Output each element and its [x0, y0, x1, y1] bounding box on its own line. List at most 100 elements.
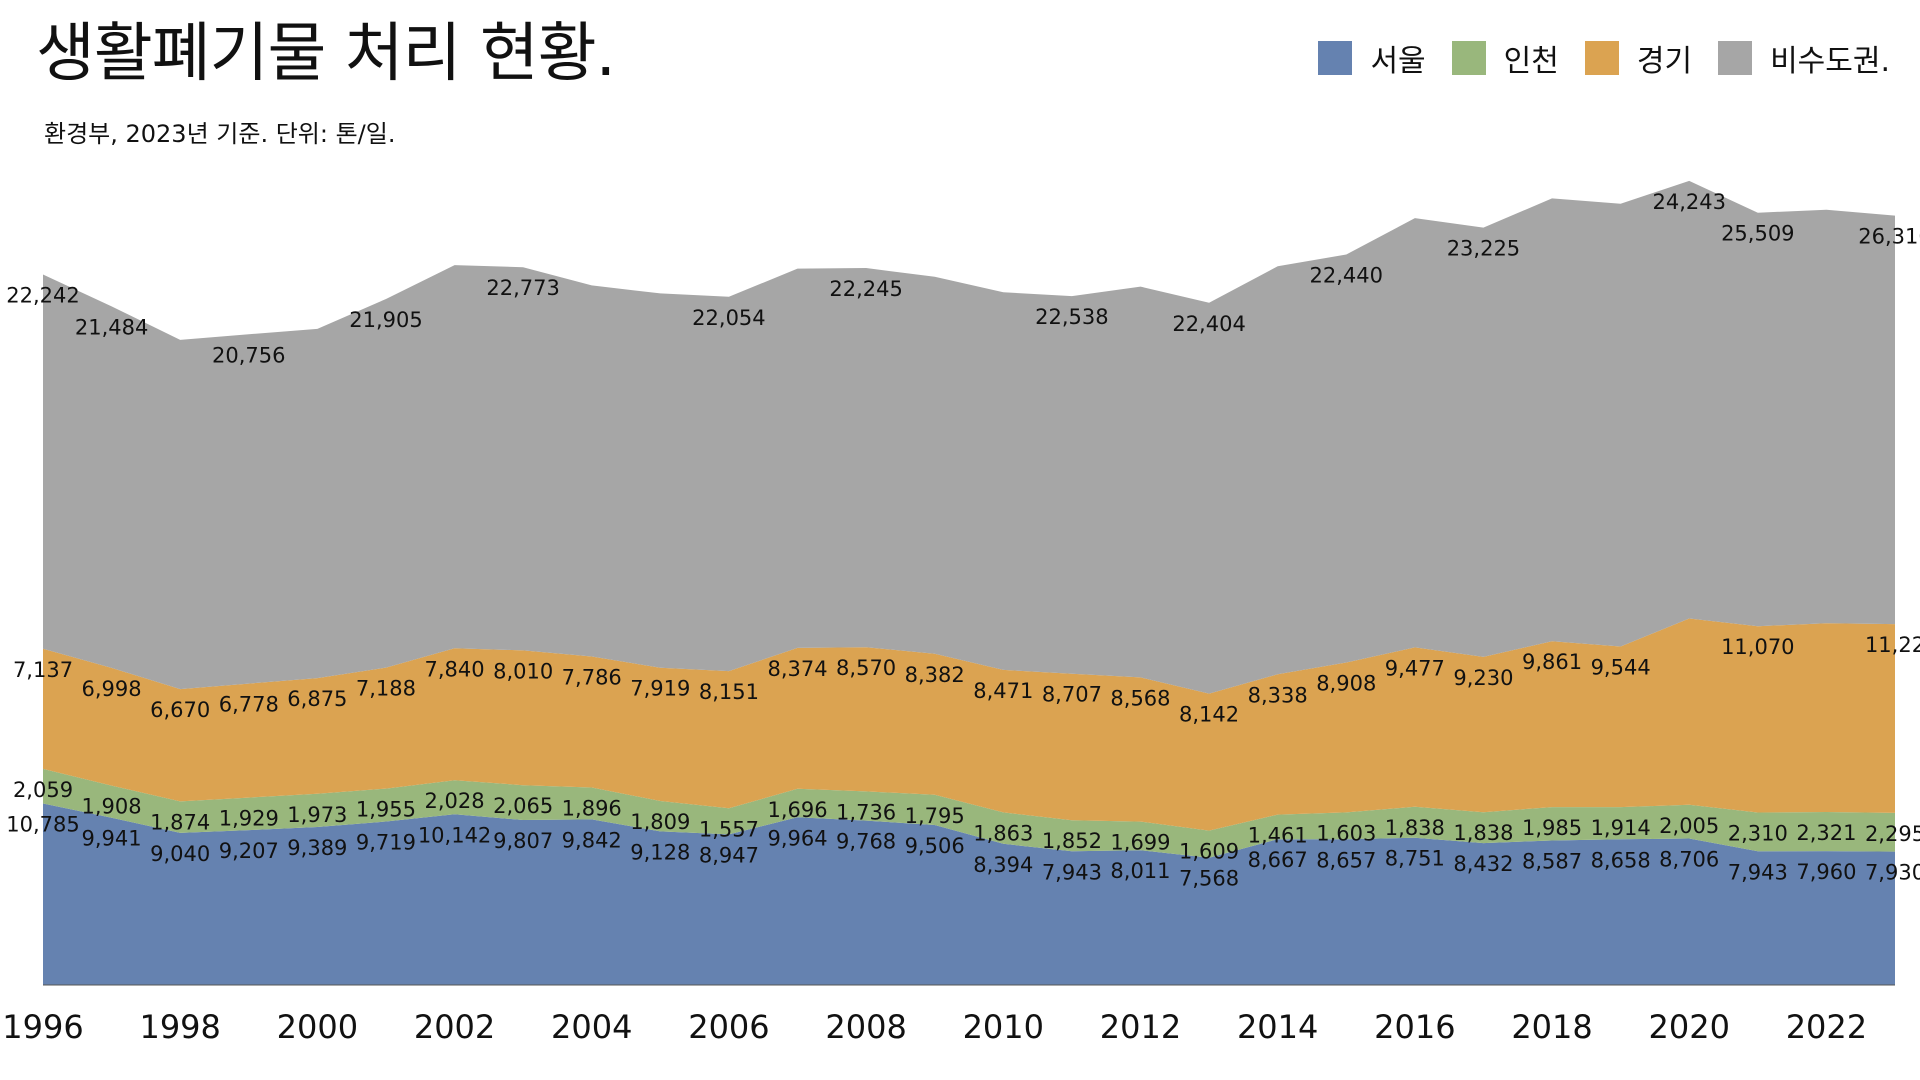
data-label: 2,005 — [1659, 814, 1719, 838]
data-label: 1,973 — [287, 803, 347, 827]
data-label: 1,908 — [82, 795, 142, 819]
data-label: 1,852 — [1042, 829, 1102, 853]
data-label: 8,908 — [1316, 672, 1376, 696]
data-label: 8,010 — [493, 659, 553, 683]
area-series-3 — [43, 180, 1895, 694]
data-label: 1,696 — [767, 798, 827, 822]
data-label: 10,142 — [418, 823, 491, 847]
data-label: 1,461 — [1248, 824, 1308, 848]
x-tick-label: 2006 — [688, 1008, 769, 1046]
data-label: 1,557 — [699, 817, 759, 841]
data-label: 1,914 — [1591, 816, 1651, 840]
data-label: 7,188 — [356, 677, 416, 701]
legend-swatch — [1318, 41, 1353, 75]
data-label: 8,394 — [973, 853, 1033, 877]
data-label: 21,484 — [75, 315, 148, 339]
chart-legend: 서울 인천 경기 비수도권. — [1318, 36, 1890, 80]
data-label: 26,316 — [1858, 225, 1920, 249]
data-label: 1,863 — [973, 821, 1033, 845]
data-label: 8,011 — [1110, 859, 1170, 883]
data-label: 2,295 — [1865, 822, 1920, 846]
data-label: 1,955 — [356, 798, 416, 822]
data-label: 8,947 — [699, 843, 759, 867]
data-label: 21,905 — [349, 308, 422, 332]
legend-item-2: 경기 — [1584, 36, 1693, 80]
data-label: 24,243 — [1652, 190, 1725, 214]
legend-label: 경기 — [1636, 44, 1693, 79]
data-label: 23,225 — [1447, 237, 1520, 261]
data-label: 22,773 — [486, 276, 559, 300]
data-label: 7,568 — [1179, 867, 1239, 891]
data-label: 8,570 — [836, 656, 896, 680]
data-label: 1,985 — [1522, 816, 1582, 840]
area-series-1 — [43, 768, 1895, 858]
data-label: 8,587 — [1522, 850, 1582, 874]
data-label: 7,786 — [562, 666, 622, 690]
data-label: 8,151 — [699, 680, 759, 704]
data-label: 9,128 — [630, 840, 690, 864]
data-label: 9,719 — [356, 831, 416, 855]
x-tick-label: 2018 — [1511, 1008, 1592, 1046]
data-label: 9,040 — [150, 842, 210, 866]
data-label: 7,943 — [1042, 860, 1102, 884]
data-label: 6,875 — [287, 687, 347, 711]
data-label: 1,809 — [630, 810, 690, 834]
data-label: 10,785 — [6, 813, 79, 837]
data-label: 2,310 — [1728, 822, 1788, 846]
data-label: 7,840 — [424, 657, 484, 681]
x-tick-label: 2016 — [1374, 1008, 1455, 1046]
data-label: 1,838 — [1453, 821, 1513, 845]
data-label: 6,670 — [150, 698, 210, 722]
data-label: 7,137 — [13, 658, 73, 682]
legend-item-0: 서울 — [1318, 36, 1426, 80]
data-label: 2,028 — [424, 789, 484, 813]
area-series-2 — [43, 618, 1895, 831]
data-label: 22,440 — [1310, 264, 1383, 288]
legend-label: 인천 — [1503, 44, 1559, 79]
data-label: 9,861 — [1522, 650, 1582, 674]
data-label: 11,22 — [1865, 633, 1920, 657]
data-label: 9,807 — [493, 829, 553, 853]
data-label: 9,477 — [1385, 656, 1445, 680]
data-label: 9,230 — [1453, 666, 1513, 690]
data-label: 8,667 — [1248, 848, 1308, 872]
data-label: 25,509 — [1721, 222, 1794, 246]
data-label: 8,432 — [1453, 852, 1513, 876]
data-label: 8,338 — [1248, 683, 1308, 707]
x-axis-ticks: 1996 1998 2000 2002 2004 2006 2008 2010 2012 2014… — [2, 1008, 1867, 1046]
data-label: 6,778 — [219, 693, 279, 717]
chart-title: 생활폐기물 처리 현황. — [36, 17, 616, 91]
data-label: 7,960 — [1796, 860, 1856, 884]
data-label: 8,657 — [1316, 848, 1376, 872]
data-label: 1,699 — [1110, 831, 1170, 855]
data-label: 9,389 — [287, 836, 347, 860]
data-label: 2,321 — [1796, 821, 1856, 845]
legend-swatch — [1584, 41, 1619, 75]
data-label: 7,919 — [630, 677, 690, 701]
legend-swatch — [1718, 41, 1753, 75]
data-label: 22,242 — [6, 284, 79, 308]
chart-subtitle: 환경부, 2023년 기준. 단위: 톤/일. — [44, 120, 396, 148]
data-label: 8,142 — [1179, 703, 1239, 727]
x-tick-label: 1996 — [2, 1008, 83, 1046]
data-label: 1,838 — [1385, 816, 1445, 840]
data-label: 20,756 — [212, 343, 285, 367]
data-label: 22,404 — [1172, 312, 1245, 336]
x-tick-label: 2020 — [1649, 1008, 1730, 1046]
data-label: 1,736 — [836, 800, 896, 824]
data-label: 1,896 — [562, 797, 622, 821]
x-tick-label: 2004 — [551, 1008, 632, 1046]
data-label: 1,874 — [150, 810, 210, 834]
data-label: 8,382 — [905, 663, 965, 687]
data-label: 6,998 — [82, 677, 142, 701]
data-label: 9,207 — [219, 839, 279, 863]
data-label: 9,768 — [836, 830, 896, 854]
x-tick-label: 2008 — [825, 1008, 906, 1046]
legend-label: 비수도권. — [1770, 44, 1890, 79]
area-layers — [43, 180, 1895, 985]
data-label: 7,943 — [1728, 860, 1788, 884]
data-label: 9,964 — [767, 826, 827, 850]
data-label: 8,707 — [1042, 683, 1102, 707]
